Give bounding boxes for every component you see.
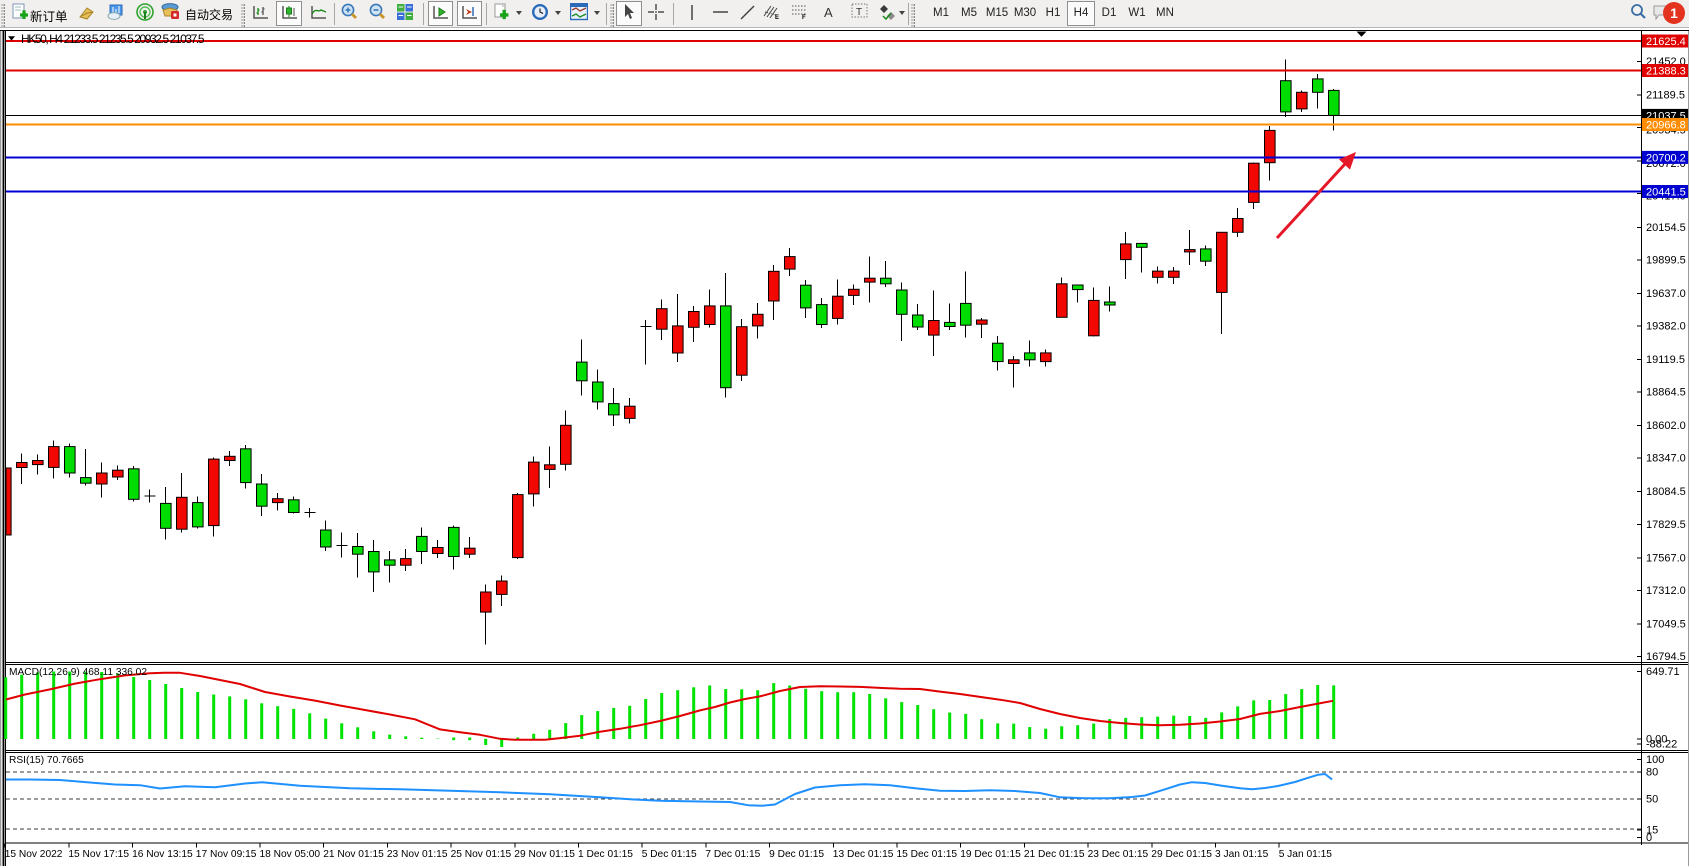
svg-text:19119.5: 19119.5: [1646, 354, 1685, 366]
svg-text:F: F: [802, 15, 806, 21]
svg-text:19899.5: 19899.5: [1646, 254, 1686, 266]
svg-text:18 Nov 05:00: 18 Nov 05:00: [260, 849, 321, 860]
svg-text:23 Dec 01:15: 23 Dec 01:15: [1088, 849, 1149, 860]
svg-text:17312.0: 17312.0: [1646, 585, 1686, 597]
svg-text:RSI(15) 70.7665: RSI(15) 70.7665: [9, 755, 84, 766]
svg-text:E: E: [775, 15, 779, 21]
svg-text:15 Dec 01:15: 15 Dec 01:15: [897, 849, 958, 860]
svg-text:0: 0: [1646, 832, 1652, 844]
svg-text:21 Nov 01:15: 21 Nov 01:15: [323, 849, 384, 860]
svg-text:100: 100: [1646, 754, 1664, 766]
svg-text:18084.5: 18084.5: [1646, 486, 1686, 498]
svg-text:T: T: [856, 7, 862, 18]
svg-text:29 Nov 01:15: 29 Nov 01:15: [514, 849, 575, 860]
svg-text:-88.22: -88.22: [1646, 739, 1677, 751]
svg-text:3 Jan 01:15: 3 Jan 01:15: [1215, 849, 1269, 860]
svg-text:17829.5: 17829.5: [1646, 519, 1686, 531]
svg-text:23 Nov 01:15: 23 Nov 01:15: [387, 849, 448, 860]
svg-text:19637.0: 19637.0: [1646, 288, 1686, 300]
svg-text:17049.5: 17049.5: [1646, 619, 1686, 631]
svg-text:13 Dec 01:15: 13 Dec 01:15: [833, 849, 894, 860]
svg-text:50: 50: [1646, 793, 1658, 805]
svg-text:29 Dec 01:15: 29 Dec 01:15: [1151, 849, 1212, 860]
svg-text:21189.5: 21189.5: [1646, 90, 1685, 102]
svg-text:5 Jan 01:15: 5 Jan 01:15: [1279, 849, 1333, 860]
svg-text:17 Nov 09:15: 17 Nov 09:15: [196, 849, 257, 860]
svg-text:15 Nov 2022: 15 Nov 2022: [5, 849, 63, 860]
svg-text:7 Dec 01:15: 7 Dec 01:15: [705, 849, 760, 860]
svg-text:20700.2: 20700.2: [1646, 152, 1686, 164]
svg-text:16 Nov 13:15: 16 Nov 13:15: [132, 849, 193, 860]
svg-text:15 Nov 17:15: 15 Nov 17:15: [68, 849, 129, 860]
svg-text:21625.4: 21625.4: [1646, 36, 1686, 48]
svg-text:649.71: 649.71: [1646, 666, 1680, 678]
svg-text:15: 15: [1646, 825, 1658, 837]
svg-text:HK50, H4 21233.5 21235.5 2093: HK50, H4 21233.5 21235.5 20932.5 21037.5: [21, 32, 205, 46]
svg-text:19382.0: 19382.0: [1646, 321, 1686, 333]
svg-text:20154.5: 20154.5: [1646, 222, 1686, 234]
svg-text:80: 80: [1646, 767, 1658, 779]
svg-text:18602.0: 18602.0: [1646, 420, 1686, 432]
svg-text:1 Dec 01:15: 1 Dec 01:15: [578, 849, 633, 860]
svg-text:20441.5: 20441.5: [1646, 187, 1686, 199]
svg-text:18347.0: 18347.0: [1646, 453, 1686, 465]
svg-text:MACD(12,26,9) 468.11 336.02: MACD(12,26,9) 468.11 336.02: [9, 667, 147, 678]
svg-text:16794.5: 16794.5: [1646, 651, 1686, 663]
svg-text:0.00: 0.00: [1646, 734, 1667, 746]
svg-text:9 Dec 01:15: 9 Dec 01:15: [769, 849, 824, 860]
svg-text:5 Dec 01:15: 5 Dec 01:15: [642, 849, 697, 860]
svg-text:20966.8: 20966.8: [1646, 120, 1686, 132]
svg-text:18864.5: 18864.5: [1646, 387, 1686, 399]
svg-text:21 Dec 01:15: 21 Dec 01:15: [1024, 849, 1085, 860]
svg-text:25 Nov 01:15: 25 Nov 01:15: [451, 849, 512, 860]
svg-text:21388.3: 21388.3: [1646, 66, 1686, 78]
svg-text:19 Dec 01:15: 19 Dec 01:15: [960, 849, 1021, 860]
svg-text:17567.0: 17567.0: [1646, 552, 1686, 564]
